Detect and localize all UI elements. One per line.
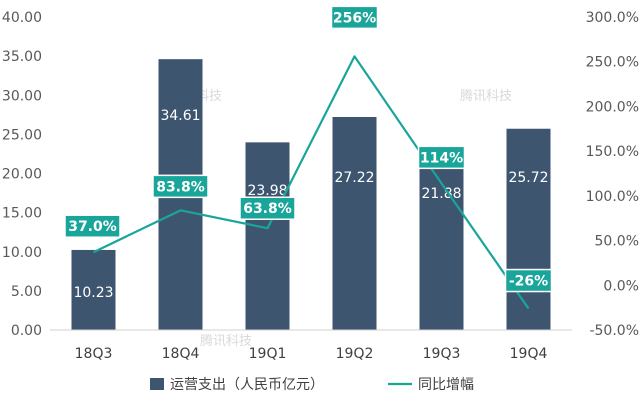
right-axis-tick: 300.0% <box>586 10 639 26</box>
bar-value-label: 34.61 <box>160 108 200 124</box>
left-axis-tick: 30.00 <box>2 88 42 104</box>
bar-value-label: 25.72 <box>508 170 548 186</box>
growth-label-box <box>239 196 296 220</box>
left-axis-tick: 20.00 <box>2 167 42 183</box>
growth-label-box <box>417 145 466 170</box>
growth-line <box>93 55 530 310</box>
legend-line-label: 同比增幅 <box>418 377 474 393</box>
growth-value-label: 37.0% <box>68 219 117 235</box>
left-axis-tick: 25.00 <box>2 127 42 143</box>
growth-label-box <box>152 174 209 199</box>
growth-label-box <box>64 214 121 238</box>
bar <box>71 249 116 330</box>
watermark: 腾讯科技 <box>460 88 512 104</box>
category-labels: 18Q3 18Q4 19Q1 19Q2 19Q3 19Q4 <box>75 346 548 362</box>
left-axis-tick: 10.00 <box>2 245 42 261</box>
growth-value-label: 83.8% <box>156 179 205 195</box>
right-axis-tick: 200.0% <box>586 99 639 115</box>
category-label: 19Q4 <box>510 346 548 362</box>
bar-value-label: 27.22 <box>334 170 374 186</box>
legend-bar-swatch <box>150 378 164 390</box>
growth-labels: 37.0% 83.8% 63.8% 256% 114% -26% <box>64 5 553 293</box>
right-axis-tick: 100.0% <box>586 189 639 205</box>
bar <box>245 142 290 330</box>
legend-bar-label: 运营支出（人民币亿元） <box>170 377 324 393</box>
growth-line-path <box>93 55 530 310</box>
legend: 运营支出（人民币亿元） 同比增幅 <box>150 377 474 393</box>
right-axis-tick: 50.0% <box>595 234 639 250</box>
left-axis-tick: 15.00 <box>2 206 42 222</box>
bars <box>71 59 551 330</box>
bar-labels: 10.23 34.61 23.98 27.22 21.88 25.72 <box>73 108 548 301</box>
left-axis: 0.00 5.00 10.00 15.00 20.00 25.00 30.00 35.00 40… <box>2 10 42 339</box>
category-label: 19Q3 <box>423 346 461 362</box>
right-axis-tick: -50.0% <box>589 323 639 339</box>
right-axis-tick: 250.0% <box>586 55 639 71</box>
category-label: 18Q3 <box>75 346 113 362</box>
category-label: 19Q1 <box>249 346 287 362</box>
growth-value-label: 114% <box>420 150 463 166</box>
bar <box>419 158 464 330</box>
bar-value-label: 21.88 <box>421 186 461 202</box>
category-label: 19Q2 <box>336 346 374 362</box>
bar-value-label: 23.98 <box>247 183 287 199</box>
growth-value-label: 256% <box>333 10 376 26</box>
category-label: 18Q4 <box>162 346 200 362</box>
growth-label-box <box>504 268 553 293</box>
left-axis-tick: 35.00 <box>2 49 42 65</box>
growth-label-box <box>330 5 379 30</box>
bar-value-label: 10.23 <box>73 285 113 301</box>
left-axis-tick: 0.00 <box>11 323 42 339</box>
right-axis-tick: 150.0% <box>586 144 639 160</box>
right-axis: -50.0% 0.0% 50.0% 100.0% 150.0% 200.0% 250.0% 3… <box>586 10 639 339</box>
left-axis-tick: 5.00 <box>11 284 42 300</box>
bar <box>506 128 551 330</box>
watermark: 腾讯科技 <box>200 333 252 349</box>
growth-value-label: -26% <box>509 274 548 290</box>
bar <box>332 117 377 330</box>
right-axis-tick: 0.0% <box>603 278 639 294</box>
left-axis-tick: 40.00 <box>2 10 42 26</box>
growth-value-label: 63.8% <box>243 201 292 217</box>
